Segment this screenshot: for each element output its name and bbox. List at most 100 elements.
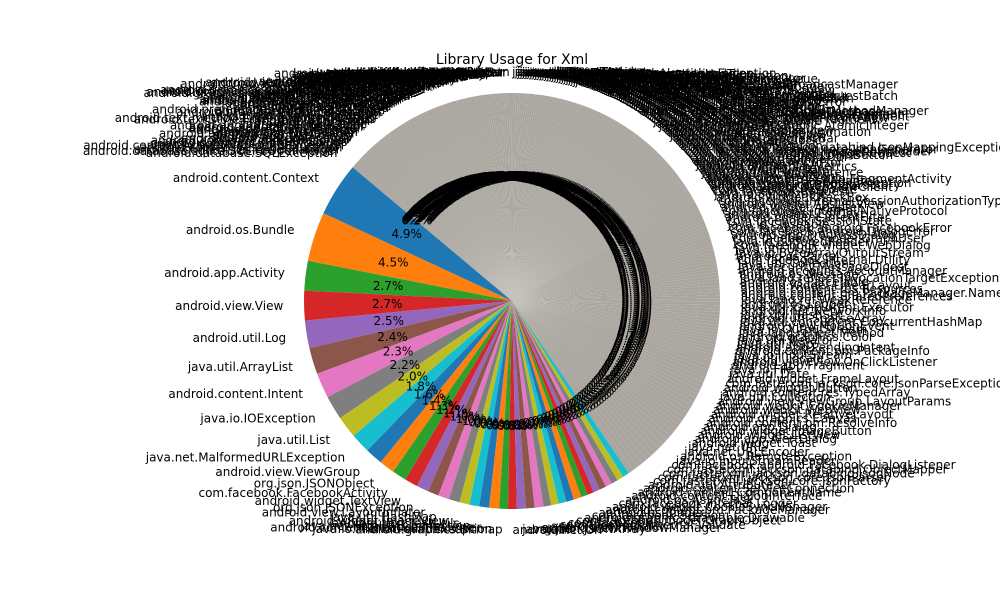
- slice-percent: 0.4%: [614, 337, 645, 351]
- slice-percent: 0.5%: [584, 384, 615, 398]
- slice-label: android.widget.Toast: [692, 436, 817, 450]
- slice-label: java.io.File: [729, 363, 793, 377]
- slice-label: android.content.Context: [173, 171, 319, 185]
- slice-label: android.graphics.Canvas: [708, 412, 857, 426]
- slice-label: com.facebook.model.GraphObject: [576, 514, 781, 528]
- slice-percent: 0.5%: [568, 396, 599, 410]
- pie-slice: [366, 151, 512, 301]
- pie-slice: [372, 144, 512, 301]
- slice-label: java.security.NoSuchAlgorithmException: [533, 66, 777, 80]
- slice-label: com.facebook.model.GraphMultiResult: [616, 90, 849, 104]
- slice-percent: 0.2%: [573, 195, 604, 209]
- pie-slice: [512, 236, 711, 301]
- slice-label: android.util.Base64: [254, 114, 371, 128]
- pie-slice: [468, 97, 512, 301]
- slice-label: android.view.SurfaceHolder: [286, 73, 451, 87]
- slice-percent: 0.2%: [414, 201, 445, 215]
- slice-percent: 0.2%: [499, 169, 530, 183]
- pie-slice: [512, 301, 716, 349]
- pie-slice: [512, 122, 622, 301]
- slice-label: com.facebook.FacebookException: [708, 176, 912, 190]
- slice-label: org.json.JSONArray: [532, 522, 646, 536]
- slice-label: android.os.Parcelable: [740, 275, 868, 289]
- slice-percent: 0.3%: [621, 298, 652, 312]
- slice-percent: 0.3%: [619, 318, 650, 332]
- slice-percent: 0.8%: [513, 418, 544, 432]
- pie-slice: [512, 301, 694, 407]
- slice-label: java.text.SimpleDateFormat: [548, 68, 718, 82]
- pie-slice: [493, 93, 512, 301]
- slice-percent: 0.2%: [479, 170, 510, 184]
- slice-percent: 0.2%: [599, 222, 630, 236]
- slice-percent: 0.3%: [619, 270, 650, 284]
- slice-percent: 0.2%: [459, 175, 490, 189]
- slice-percent: 0.4%: [606, 354, 637, 368]
- pie-slice: [512, 183, 685, 301]
- pie-slice: [510, 92, 514, 301]
- slice-percent: 0.7%: [527, 415, 558, 429]
- pie-slice: [512, 252, 715, 301]
- slice-percent: 0.2%: [447, 179, 478, 193]
- slice-label: android.widget.VideoView: [327, 67, 483, 81]
- slice-percent: 2.0%: [398, 370, 429, 384]
- slice-label: android.app.Notification: [213, 125, 358, 139]
- slice-label: android.view.animation.Animation: [666, 125, 871, 139]
- slice-label: java.net.URLDecoder: [531, 66, 659, 80]
- slice-percent: 0.2%: [443, 182, 474, 196]
- pie-slice: [512, 217, 704, 301]
- pie-slice: [488, 94, 512, 301]
- slice-label: java.util.concurrent.LinkedBlockingQueue: [567, 72, 818, 86]
- slice-label: com.facebook.LoggingBehavior: [631, 99, 820, 113]
- pie-slice: [453, 100, 512, 301]
- pie-slice: [512, 268, 718, 301]
- slice-percent: 0.3%: [618, 323, 649, 337]
- slice-label: com.facebook.AccessToken: [635, 101, 798, 115]
- slice-label: android.accounts.AccountManager: [739, 264, 947, 278]
- pie-slice: [512, 107, 592, 302]
- pie-slice: [512, 301, 704, 387]
- slice-percent: 0.2%: [420, 196, 451, 210]
- pie-slice: [512, 301, 544, 508]
- pie-slice: [512, 149, 657, 301]
- slice-percent: 0.6%: [562, 401, 593, 415]
- pie-slice: [445, 103, 512, 302]
- slice-percent: 0.2%: [563, 188, 594, 202]
- slice-label: android.os.PowerManager: [240, 97, 396, 111]
- pie-slice: [512, 301, 718, 339]
- pie-slice: [490, 93, 512, 301]
- slice-label: android.graphics.drawable.GradientDrawab…: [146, 85, 419, 99]
- pie-slice: [367, 301, 512, 463]
- slice-label: android.net.Uri: [513, 523, 603, 537]
- slice-label: android.widget.TableLayout: [337, 65, 503, 79]
- slice-label: android.app.Fragment: [732, 359, 865, 373]
- pie-slice: [307, 213, 512, 301]
- slice-percent: 0.2%: [599, 223, 630, 237]
- slice-label: android.view.Display: [332, 72, 456, 86]
- slice-label: android.widget.Filter: [699, 162, 822, 176]
- slice-percent: 0.2%: [427, 190, 458, 204]
- slice-percent: 0.2%: [402, 213, 433, 227]
- slice-percent: 0.5%: [581, 386, 612, 400]
- slice-percent: 0.3%: [619, 321, 650, 335]
- slice-label: org.json.JSONException: [273, 501, 413, 515]
- slice-label: android.app.AlertDialog: [695, 432, 838, 446]
- pie-slice: [512, 301, 712, 366]
- slice-percent: 0.2%: [462, 174, 493, 188]
- slice-label: android.view.ViewGroup: [215, 465, 360, 479]
- slice-percent: 0.2%: [587, 207, 618, 221]
- slice-label: android.widget.Gallery: [349, 67, 485, 81]
- pie-slice: [443, 103, 512, 301]
- slice-percent: 0.2%: [550, 181, 581, 195]
- pie-slice: [479, 301, 512, 508]
- slice-label: java.io.FileNotFoundException: [311, 522, 492, 536]
- slice-percent: 0.2%: [495, 169, 526, 183]
- slice-percent: 0.4%: [595, 371, 626, 385]
- slice-label: java.io.BufferedOutputStream: [560, 71, 741, 85]
- slice-percent: 0.2%: [468, 173, 499, 187]
- slice-percent: 0.2%: [597, 220, 628, 234]
- pie-slice: [455, 100, 512, 301]
- pie-slice: [512, 278, 720, 301]
- slice-label: android.widget.RatingBar: [354, 65, 507, 79]
- slice-label: android.webkit.WebView: [713, 403, 861, 417]
